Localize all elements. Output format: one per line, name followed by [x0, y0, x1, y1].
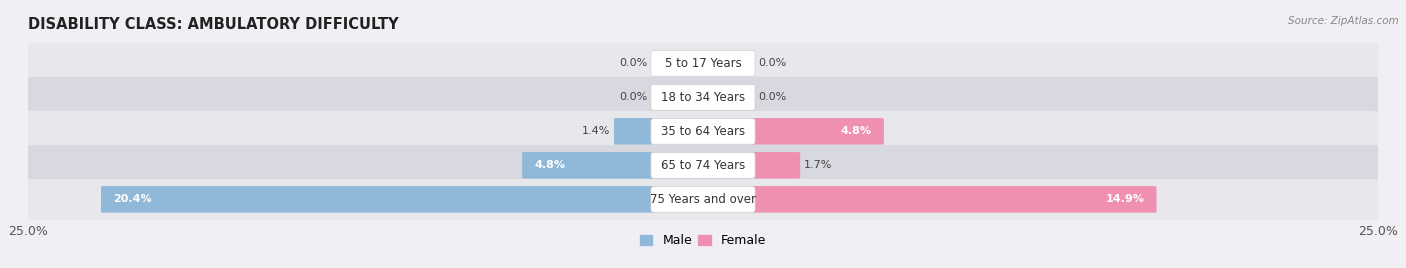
Text: 0.0%: 0.0%	[620, 92, 648, 102]
Text: 4.8%: 4.8%	[841, 126, 872, 136]
Text: 5 to 17 Years: 5 to 17 Years	[665, 57, 741, 70]
Text: 1.4%: 1.4%	[582, 126, 610, 136]
Text: 65 to 74 Years: 65 to 74 Years	[661, 159, 745, 172]
FancyBboxPatch shape	[651, 84, 755, 110]
FancyBboxPatch shape	[522, 152, 654, 178]
FancyBboxPatch shape	[27, 111, 1379, 152]
Text: 0.0%: 0.0%	[620, 58, 648, 68]
FancyBboxPatch shape	[101, 186, 654, 213]
FancyBboxPatch shape	[27, 43, 1379, 84]
Text: 1.7%: 1.7%	[804, 160, 832, 170]
FancyBboxPatch shape	[614, 118, 654, 144]
Text: 14.9%: 14.9%	[1105, 194, 1144, 204]
Text: 20.4%: 20.4%	[112, 194, 152, 204]
FancyBboxPatch shape	[651, 152, 755, 178]
Text: 18 to 34 Years: 18 to 34 Years	[661, 91, 745, 104]
FancyBboxPatch shape	[27, 145, 1379, 186]
Text: 75 Years and over: 75 Years and over	[650, 193, 756, 206]
Legend: Male, Female: Male, Female	[636, 229, 770, 252]
Text: DISABILITY CLASS: AMBULATORY DIFFICULTY: DISABILITY CLASS: AMBULATORY DIFFICULTY	[28, 17, 399, 32]
FancyBboxPatch shape	[752, 152, 800, 178]
Text: Source: ZipAtlas.com: Source: ZipAtlas.com	[1288, 16, 1399, 26]
FancyBboxPatch shape	[27, 179, 1379, 220]
FancyBboxPatch shape	[651, 50, 755, 76]
FancyBboxPatch shape	[752, 186, 1157, 213]
FancyBboxPatch shape	[651, 118, 755, 144]
FancyBboxPatch shape	[651, 187, 755, 212]
Text: 35 to 64 Years: 35 to 64 Years	[661, 125, 745, 138]
FancyBboxPatch shape	[27, 77, 1379, 118]
FancyBboxPatch shape	[752, 118, 884, 144]
Text: 0.0%: 0.0%	[758, 58, 786, 68]
Text: 0.0%: 0.0%	[758, 92, 786, 102]
Text: 4.8%: 4.8%	[534, 160, 565, 170]
